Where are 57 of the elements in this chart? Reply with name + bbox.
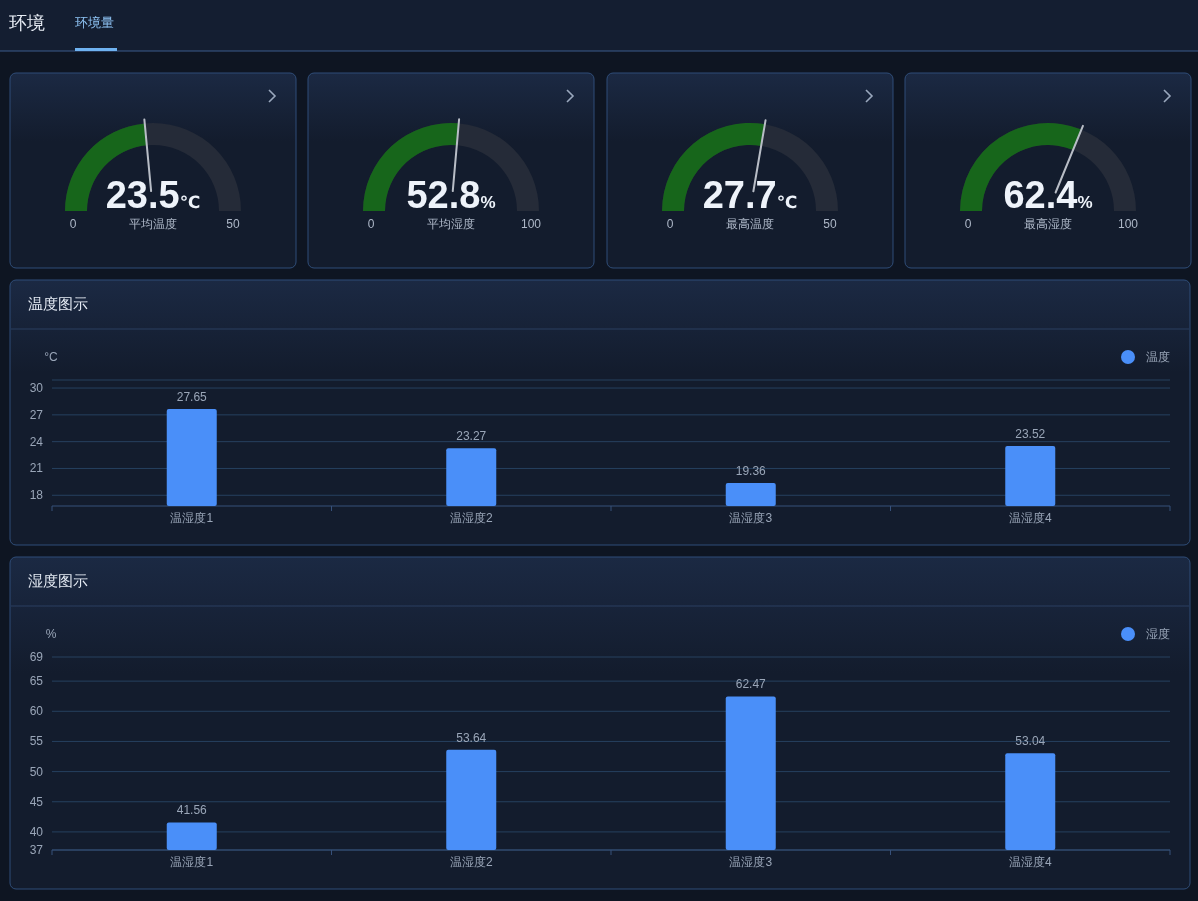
- x-tick-label: 温湿度1: [170, 855, 214, 869]
- data-label: 27.7: [702, 174, 777, 216]
- x-tick-label: 温湿度4: [1008, 855, 1052, 869]
- y-tick-label: 18: [29, 488, 44, 503]
- text: 0: [964, 217, 972, 231]
- data-label: 27.65: [176, 390, 208, 405]
- text: 0: [367, 217, 375, 231]
- text: 0: [666, 217, 674, 231]
- chart-title: 湿度图示: [28, 572, 88, 589]
- text: 最高湿度: [1024, 217, 1072, 231]
- data-label: 53.64: [456, 730, 487, 745]
- data-label: 52.8: [406, 174, 481, 216]
- y-tick-label: 69: [29, 650, 44, 664]
- y-tick-label: 21: [29, 461, 44, 476]
- text: 50: [226, 217, 240, 231]
- text: 0: [69, 217, 77, 231]
- x-tick-label: 温湿度3: [729, 855, 773, 869]
- y-tick-label: 45: [29, 794, 44, 809]
- text: 环境量: [75, 15, 114, 30]
- data-label: 23.27: [456, 429, 487, 444]
- text: 100: [1117, 217, 1139, 231]
- y-tick-label: 65: [29, 674, 44, 689]
- y-tick-label: 60: [29, 704, 44, 719]
- data-label: 62.47: [735, 677, 767, 692]
- text: ℃: [776, 193, 798, 212]
- data-label: 23.52: [1015, 426, 1046, 441]
- x-tick-label: 温湿度3: [729, 511, 773, 525]
- y-tick-label: 24: [29, 434, 44, 449]
- x-tick-label: 温湿度1: [170, 511, 214, 525]
- y-tick-label: 27: [29, 407, 44, 422]
- text: %: [480, 193, 496, 212]
- legend-label: 温度: [1146, 350, 1170, 364]
- text: 50: [823, 217, 837, 231]
- data-label: 23.5: [105, 174, 180, 216]
- data-label: 62.4: [1003, 174, 1078, 216]
- text: ℃: [179, 193, 201, 212]
- data-label: 53.04: [1015, 734, 1046, 749]
- text: %: [1077, 193, 1093, 212]
- text: 平均湿度: [427, 217, 475, 231]
- y-tick-label: 40: [29, 824, 44, 839]
- y-tick-label: 37: [29, 843, 44, 857]
- chart-title: 温度图示: [28, 295, 88, 312]
- text: 环境: [9, 13, 45, 33]
- y-tick-label: 55: [29, 734, 44, 749]
- x-tick-label: 温湿度2: [449, 855, 493, 869]
- data-label: 19.36: [735, 464, 767, 479]
- legend-label: 湿度: [1146, 627, 1170, 641]
- y-tick-label: 50: [29, 764, 44, 779]
- x-tick-label: 温湿度4: [1008, 511, 1052, 525]
- y-axis-title: %: [45, 627, 57, 641]
- x-tick-label: 温湿度2: [449, 511, 493, 525]
- text: 平均温度: [129, 217, 177, 231]
- y-tick-label: 30: [29, 381, 44, 396]
- text: 最高温度: [726, 217, 774, 231]
- y-axis-title: °C: [44, 350, 59, 364]
- data-label: 41.56: [176, 803, 208, 818]
- text: 100: [520, 217, 542, 231]
